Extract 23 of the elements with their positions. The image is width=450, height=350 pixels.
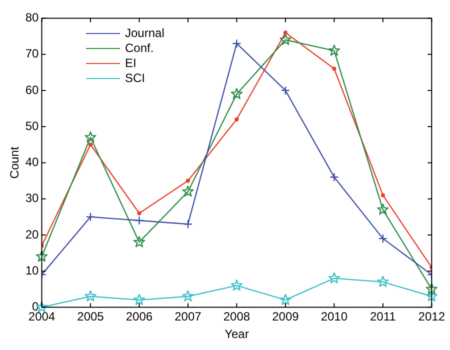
x-tick-label: 2006: [126, 310, 153, 324]
x-tick-label: 2004: [28, 310, 56, 324]
x-tick-label: 2009: [272, 310, 300, 324]
y-tick-label: 60: [25, 82, 40, 97]
legend-label: SCI: [125, 71, 146, 86]
legend-label: Conf.: [125, 41, 154, 56]
x-tick-label: 2007: [174, 310, 202, 324]
x-tick-label: 2008: [223, 310, 250, 324]
x-tick-label: 2010: [320, 310, 348, 324]
x-tick-label: 2005: [77, 310, 104, 324]
x-tick-label: 2012: [418, 310, 446, 324]
x-tick-label: 2011: [370, 310, 396, 324]
y-tick-label: 20: [25, 227, 40, 242]
y-tick-label: 70: [25, 46, 40, 61]
x-axis-title: Year: [224, 327, 249, 342]
y-tick-label: 80: [25, 10, 40, 25]
y-axis-title: Count: [8, 146, 22, 179]
y-tick-label: 10: [25, 263, 40, 278]
y-tick-label: 30: [25, 191, 40, 206]
y-tick-label: 40: [25, 155, 40, 170]
legend-label: Journal: [125, 26, 164, 41]
legend-label: EI: [125, 56, 136, 71]
y-tick-label: 50: [25, 118, 40, 133]
